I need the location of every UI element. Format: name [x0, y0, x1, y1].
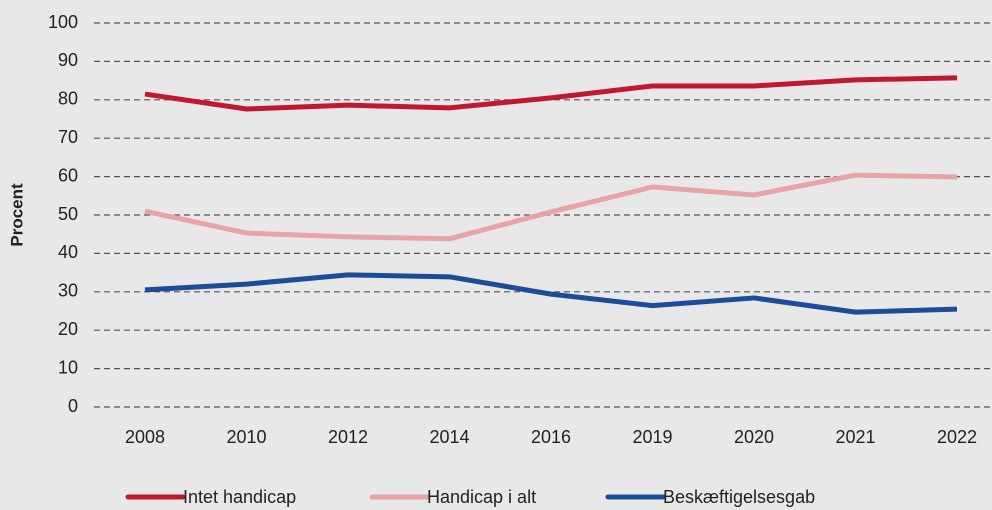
y-axis-label: Procent [7, 183, 26, 247]
y-tick-label: 0 [68, 396, 78, 416]
x-tick-label: 2016 [531, 427, 571, 447]
legend-label: Beskæftigelsesgab [663, 487, 815, 507]
x-tick-label: 2014 [429, 427, 469, 447]
y-tick-label: 10 [58, 357, 78, 377]
y-tick-label: 30 [58, 281, 78, 301]
y-tick-label: 20 [58, 319, 78, 339]
x-tick-label: 2010 [226, 427, 266, 447]
x-tick-label: 2008 [125, 427, 165, 447]
x-tick-label: 2020 [734, 427, 774, 447]
y-tick-label: 50 [58, 204, 78, 224]
y-tick-label: 40 [58, 242, 78, 262]
x-tick-label: 2022 [937, 427, 977, 447]
y-tick-label: 60 [58, 165, 78, 185]
x-tick-label: 2012 [328, 427, 368, 447]
y-tick-label: 100 [48, 12, 78, 32]
line-series [144, 172, 958, 242]
y-tick-label: 90 [58, 50, 78, 70]
line-series [144, 75, 958, 112]
legend-label: Intet handicap [183, 487, 296, 507]
legend-label: Handicap i alt [427, 487, 536, 507]
y-tick-label: 80 [58, 89, 78, 109]
line-series [144, 272, 958, 315]
x-tick-label: 2019 [632, 427, 672, 447]
y-tick-label: 70 [58, 127, 78, 147]
x-tick-label: 2021 [835, 427, 875, 447]
